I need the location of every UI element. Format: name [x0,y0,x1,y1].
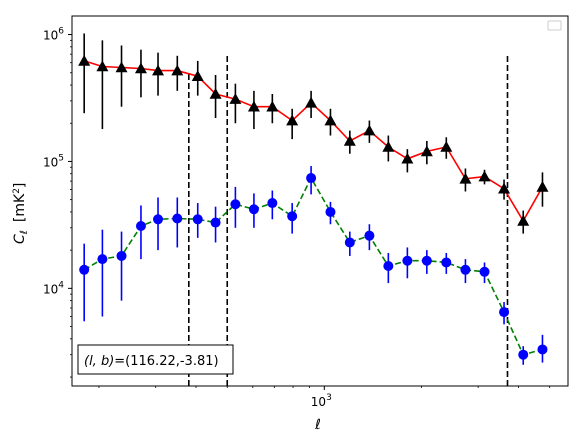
series-1-point-22 [499,307,510,318]
series-0-point-7 [209,87,222,99]
series-0-line [83,60,544,223]
series-0-point-15 [363,124,376,136]
series-1-point-17 [402,255,413,266]
series-0-point-10 [266,100,279,112]
series-0-point-13 [324,114,337,126]
series-1-point-23 [518,349,529,360]
series-0-point-1 [96,60,109,72]
series-1-point-7 [210,217,221,228]
series-0-point-14 [343,134,356,146]
series-1-point-3 [135,220,146,231]
y-axis-label: Cℓ [mK2] [12,183,30,244]
y-tick-label-1: 105 [43,153,64,169]
annotation-math: (l, b) [84,354,114,369]
series-0-point-12 [305,96,318,108]
plot-frame [71,15,569,387]
series-1-point-18 [421,255,432,266]
series-0 [78,33,549,234]
series-1-point-12 [306,173,317,184]
series-0-point-0 [78,54,91,66]
y-tick-label-2: 106 [43,27,64,43]
series-1-point-8 [230,199,241,210]
legend-box [547,20,562,31]
series-0-point-18 [420,145,433,157]
series-0-point-6 [191,70,204,81]
series-0-point-23 [517,214,530,226]
series-1-point-9 [248,204,259,215]
annotation-box: (l, b)=(116.22,-3.81) [77,344,234,375]
series-1-point-11 [287,211,298,222]
vertical-markers [188,54,509,386]
annotation-rest: =(116.22,-3.81) [114,354,218,369]
x-axis-label: ℓ [314,417,321,433]
series-0-point-21 [478,170,491,182]
x-tick-label-0: 103 [311,393,332,409]
series-1-point-2 [116,250,127,261]
series-0-point-8 [229,93,242,104]
series-1-point-6 [192,214,203,225]
series-1-point-0 [79,264,90,275]
y-axis-label-unit-sup: 2 [12,188,22,194]
series-0-point-3 [134,62,147,74]
y-axis-label-unit-close: ] [12,183,28,188]
series-1-point-14 [344,237,355,248]
series-0-point-9 [247,100,260,112]
series-1-point-24 [537,344,548,355]
series-0-point-20 [459,172,472,184]
series-0-point-22 [498,182,511,194]
series-1-point-13 [325,206,336,217]
series-0-point-11 [286,114,299,126]
axis-ticks: 104 105 106 103 [43,27,551,409]
series-1-point-15 [364,230,375,241]
series-0-point-17 [401,152,414,164]
series-1-point-10 [267,198,278,209]
y-axis-label-sub: ℓ [19,230,30,234]
series-0-point-24 [536,180,549,192]
annotation-label: (l, b)=(116.22,-3.81) [84,354,219,369]
y-axis-label-unit: [mK [12,193,28,222]
series-1-point-19 [441,257,452,268]
series-0-point-2 [115,61,128,73]
series-1-line [83,176,543,356]
series-1-point-16 [383,260,394,271]
series-0-point-5 [171,64,184,76]
series-0-point-4 [152,64,165,76]
series-0-point-16 [382,140,395,152]
series-1-point-21 [479,266,490,277]
series-1-point-1 [97,254,108,265]
series-0-point-19 [440,140,453,152]
y-tick-label-0: 104 [43,280,64,296]
series-layer [78,33,549,365]
series-1-point-5 [172,213,183,224]
series-1 [79,166,548,365]
series-1-point-20 [460,264,471,275]
y-axis-label-main: C [12,234,28,244]
series-1-point-4 [153,214,164,225]
